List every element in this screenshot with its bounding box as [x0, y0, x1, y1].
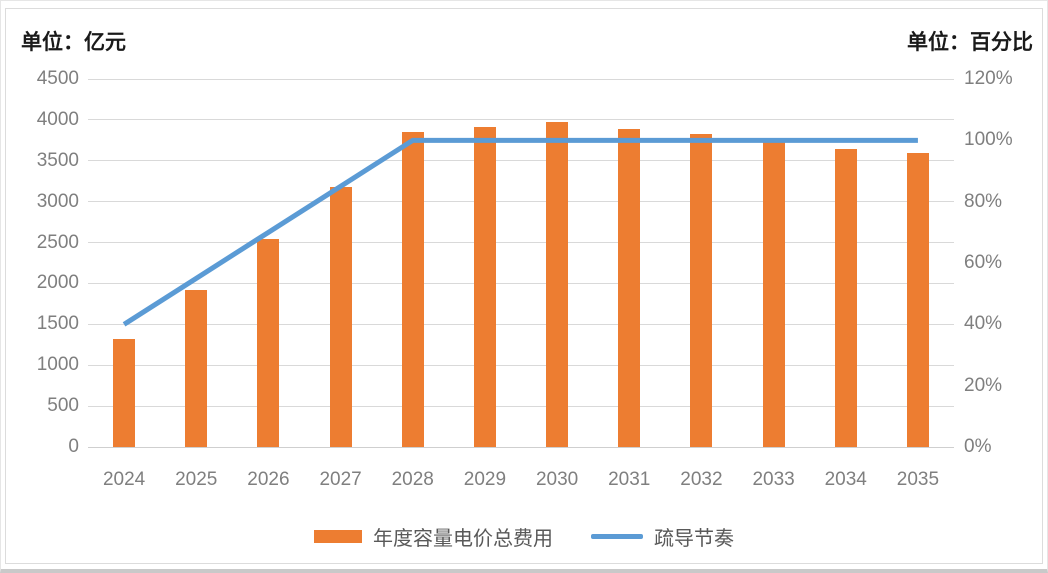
- right-axis-tick-label: 100%: [964, 129, 1013, 151]
- bar-2029: [473, 126, 496, 447]
- bar-series-label: 年度容量电价总费用: [373, 528, 553, 550]
- x-axis-label-2027: 2027: [319, 469, 362, 490]
- x-axis-label-2030: 2030: [535, 469, 579, 490]
- x-axis-label-2033: 2033: [752, 469, 795, 490]
- line-series-label: 疏导节奏: [654, 528, 734, 550]
- gridline: [88, 405, 954, 407]
- legend-item-line-series: 疏导节奏: [591, 522, 734, 551]
- gridline: [88, 323, 954, 325]
- right-axis-tick-label: 40%: [964, 313, 1003, 335]
- x-axis-label-2026: 2026: [247, 469, 290, 490]
- left-axis-tick-label: 2500: [36, 231, 79, 253]
- x-axis-label-2025: 2025: [175, 469, 218, 490]
- gridline: [88, 160, 954, 162]
- x-axis-line: [88, 446, 954, 448]
- left-axis-unit-title: 单位：亿元: [21, 31, 126, 54]
- left-axis-tick-label: 1500: [36, 313, 79, 335]
- left-axis-tick-label: 0: [68, 436, 79, 457]
- right-axis-unit-title: 单位：百分比: [907, 31, 1033, 54]
- gridline: [88, 201, 954, 203]
- right-axis-tick-label: 20%: [964, 374, 1003, 396]
- left-axis-tick-label: 3500: [36, 149, 79, 171]
- left-axis-tick-label: 3000: [36, 190, 79, 212]
- x-axis-label-2032: 2032: [680, 469, 723, 490]
- bar-2027: [329, 186, 352, 447]
- left-axis-tick-label: 4000: [36, 108, 79, 130]
- gridline: [88, 242, 954, 244]
- gridline: [88, 78, 954, 80]
- gridline: [88, 119, 954, 121]
- x-axis-label-2034: 2034: [824, 469, 867, 490]
- gridline: [88, 282, 954, 284]
- bar-2034: [834, 148, 857, 447]
- right-axis-tick-label: 80%: [964, 190, 1003, 212]
- bar-2035: [906, 153, 929, 447]
- bar-2032: [690, 133, 713, 447]
- line-series-swatch-icon: [591, 534, 643, 539]
- bar-series-swatch-icon: [314, 530, 362, 543]
- gridline: [88, 364, 954, 366]
- pace-line: [122, 137, 918, 327]
- bar-2025: [185, 290, 208, 447]
- x-axis-label-2029: 2029: [463, 469, 507, 490]
- bar-2030: [546, 122, 569, 447]
- right-axis-tick-label: 120%: [964, 68, 1013, 89]
- bar-2031: [618, 128, 641, 447]
- bar-2033: [762, 140, 785, 447]
- x-axis-label-2028: 2028: [391, 469, 434, 490]
- bar-2026: [257, 238, 280, 447]
- x-axis-label-2031: 2031: [608, 469, 651, 490]
- left-axis-tick-label: 1000: [36, 354, 79, 376]
- legend: 年度容量电价总费用 疏导节奏: [1, 522, 1047, 551]
- bar-2024: [113, 338, 136, 447]
- legend-item-bar-series: 年度容量电价总费用: [314, 522, 553, 551]
- x-axis-label-2024: 2024: [102, 469, 146, 490]
- left-axis-tick-label: 2000: [36, 272, 79, 294]
- bar-2028: [401, 131, 424, 447]
- left-axis-tick-label: 4500: [36, 68, 79, 89]
- x-axis-label-2035: 2035: [896, 469, 940, 490]
- right-axis-tick-label: 60%: [964, 252, 1003, 273]
- right-axis-tick-label: 0%: [964, 436, 992, 457]
- left-axis-tick-label: 500: [47, 395, 79, 417]
